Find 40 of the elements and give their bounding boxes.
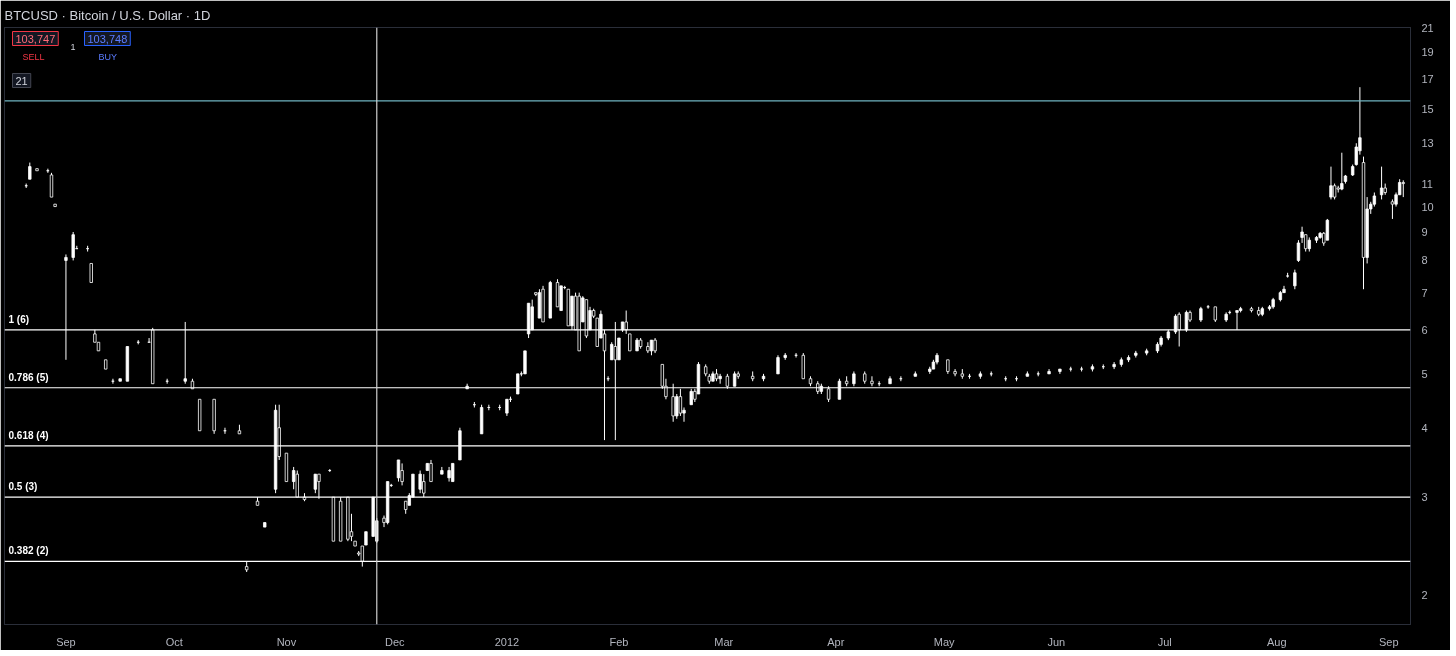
x-tick-label: 2012: [494, 635, 520, 648]
y-tick-label: 9: [1421, 226, 1428, 238]
y-tick-label: 2: [1421, 589, 1428, 602]
ref-line-label: 0.382 (2): [8, 545, 49, 557]
annotation: SELL: [22, 51, 45, 62]
y-tick-label: 4: [1421, 421, 1428, 434]
annotation: 1: [70, 41, 76, 52]
ref-line-label: 1 (6): [8, 313, 30, 325]
y-tick-label: 7: [1421, 286, 1428, 299]
x-tick-label: May: [933, 635, 956, 648]
ref-line-label: 0.5 (3): [8, 481, 38, 493]
chart-title: BTCUSD · Bitcoin / U.S. Dollar · 1D: [4, 7, 211, 23]
x-tick-label: Mar: [714, 635, 734, 648]
x-tick-label: Feb: [609, 635, 629, 648]
y-tick-label: 13: [1421, 137, 1434, 150]
x-tick-label: Oct: [165, 635, 183, 648]
ref-line-label: 0.786 (5): [8, 371, 49, 383]
y-tick-label: 3: [1421, 491, 1428, 504]
x-tick-label: Jul: [1157, 635, 1172, 648]
x-tick-label: Nov: [276, 635, 297, 648]
y-tick-label: 19: [1421, 45, 1434, 58]
annotation: 103,748: [87, 32, 128, 45]
y-tick-label: 11: [1421, 177, 1433, 190]
x-tick-label: Apr: [827, 635, 845, 648]
y-tick-label: 21: [1421, 21, 1434, 34]
y-tick-label: 17: [1421, 72, 1434, 85]
annotation: 21: [15, 74, 28, 87]
ref-line-label: 0.618 (4): [8, 429, 49, 441]
x-tick-label: Dec: [385, 635, 406, 648]
x-tick-label: Sep: [56, 635, 76, 648]
x-tick-label: Jun: [1047, 635, 1066, 648]
y-tick-label: 8: [1421, 254, 1428, 267]
y-tick-label: 6: [1421, 323, 1428, 336]
y-tick-label: 5: [1421, 367, 1428, 380]
x-tick-label: Aug: [1266, 635, 1287, 648]
annotation: BUY: [98, 51, 118, 62]
y-tick-label: 10: [1421, 200, 1434, 213]
x-tick-label: Sep: [1379, 635, 1399, 648]
annotation: 103,747: [15, 32, 56, 45]
y-tick-label: 15: [1421, 102, 1434, 115]
